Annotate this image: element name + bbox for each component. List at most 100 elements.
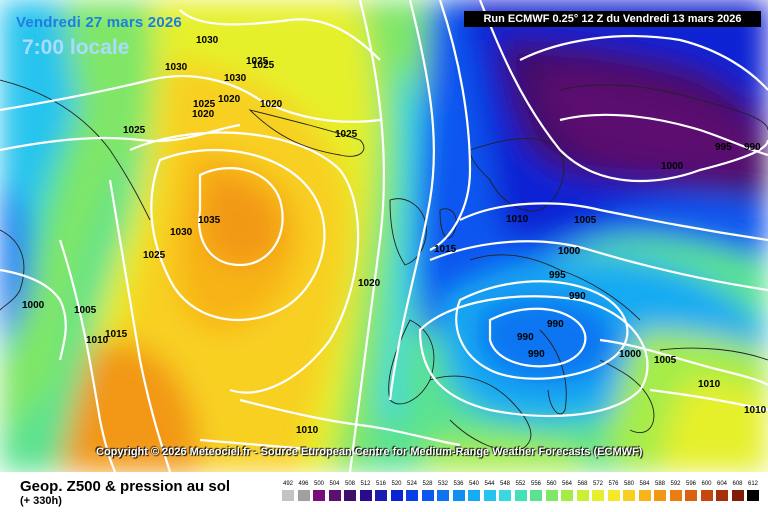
isobar-label: 1025 (252, 60, 275, 71)
isobar-label: 1010 (698, 379, 721, 390)
isobar-label: 1030 (165, 62, 188, 73)
legend-value: 560 (546, 481, 557, 487)
legend-value: 572 (592, 481, 603, 487)
isobar-label: 990 (744, 142, 761, 153)
legend-value: 524 (406, 481, 417, 487)
legend-swatch (328, 490, 341, 501)
isobar-label: 990 (528, 349, 545, 360)
legend-value: 568 (577, 481, 588, 487)
isobar-label: 1030 (196, 35, 219, 46)
isobar-label: 1025 (335, 129, 358, 140)
legend-value: 500 (313, 481, 324, 487)
legend-value: 552 (515, 481, 526, 487)
legend-value: 496 (298, 481, 309, 487)
isobar-label: 990 (517, 332, 534, 343)
legend-value: 588 (654, 481, 665, 487)
legend-value: 504 (329, 481, 340, 487)
weather-map: 1030 1030 1025 1030 1025 1020 1020 1025 1020 1025… (0, 0, 768, 472)
legend-swatch (421, 490, 434, 501)
valid-date: Vendredi 27 mars 2026 (16, 14, 182, 31)
legend-swatch (452, 490, 465, 501)
legend-swatch (390, 490, 403, 501)
legend-swatch (685, 490, 697, 501)
legend-swatch (716, 490, 728, 501)
isobar-label: 995 (715, 142, 732, 153)
legend-swatch (313, 490, 325, 501)
legend-swatch (545, 490, 558, 501)
legend-swatch (638, 490, 651, 501)
isobar-label: 1010 (506, 214, 529, 225)
legend-value: 608 (732, 481, 743, 487)
legend-value: 536 (453, 481, 464, 487)
isobar-label: 1000 (619, 349, 642, 360)
isobar-label: 1000 (558, 246, 581, 257)
isobar-label: 1030 (224, 73, 247, 84)
legend-swatch (514, 490, 527, 501)
legend-value: 576 (608, 481, 619, 487)
isobar-label: 1020 (260, 99, 283, 110)
legend-value: 592 (670, 481, 681, 487)
legend-swatch (592, 490, 604, 501)
isobar-label: 1025 (123, 125, 146, 136)
isobar-label: 1025 (143, 250, 166, 261)
coastlines (0, 79, 768, 452)
legend-value: 512 (360, 481, 371, 487)
legend-value: 604 (716, 481, 727, 487)
legend-swatch (623, 490, 635, 501)
run-info-banner: Run ECMWF 0.25° 12 Z du Vendredi 13 mars… (464, 11, 761, 27)
legend-swatch (344, 490, 356, 501)
isobar-label: 1025 (246, 56, 269, 67)
legend-value: 556 (530, 481, 541, 487)
legend-value: 528 (422, 481, 433, 487)
legend-swatch (499, 490, 511, 501)
geopotential-fill (0, 0, 768, 472)
legend-swatch (359, 490, 372, 501)
legend-swatch (561, 490, 573, 501)
isobar-label: 990 (547, 319, 564, 330)
isobar-label: 990 (569, 291, 586, 302)
legend-swatch (607, 490, 620, 501)
legend-swatch (406, 490, 418, 501)
isobar-label: 1020 (192, 109, 215, 120)
isobar-label: 1005 (74, 305, 97, 316)
legend-value: 548 (499, 481, 510, 487)
isobar-label: 1030 (170, 227, 193, 238)
legend-swatch (483, 490, 496, 501)
legend-swatch (282, 490, 294, 501)
legend-value: 600 (701, 481, 712, 487)
footer-bar: Geop. Z500 & pression au sol (+ 330h) 49… (0, 472, 768, 512)
legend-swatch (747, 490, 759, 501)
isobar-label: 1015 (105, 329, 128, 340)
isobar-label: 1010 (86, 335, 109, 346)
legend-swatch (530, 490, 542, 501)
legend-swatch (468, 490, 480, 501)
legend-swatch (576, 490, 589, 501)
product-title: Geop. Z500 & pression au sol (20, 478, 231, 495)
isobar-label: 1035 (198, 215, 221, 226)
isobar-label: 1025 (193, 99, 216, 110)
isobar-label: 1000 (22, 300, 45, 311)
isobar-label: 1015 (434, 244, 457, 255)
legend-value: 532 (437, 481, 448, 487)
legend-swatch (297, 490, 310, 501)
isobar-label: 995 (549, 270, 566, 281)
copyright-notice: Copyright © 2026 Meteociel.fr - Source E… (96, 446, 643, 458)
legend-value: 540 (468, 481, 479, 487)
valid-time: 7:00 locale (22, 36, 130, 59)
legend-swatch (669, 490, 682, 501)
legend-value: 580 (623, 481, 634, 487)
isobar-label: 1000 (661, 161, 684, 172)
legend-value: 520 (391, 481, 402, 487)
legend-value: 596 (685, 481, 696, 487)
legend-value: 492 (282, 481, 293, 487)
legend-value: 544 (484, 481, 495, 487)
legend-swatch (700, 490, 713, 501)
isobars (0, 0, 768, 472)
legend-value: 612 (747, 481, 758, 487)
isobar-label: 1010 (744, 405, 767, 416)
legend-value: 508 (344, 481, 355, 487)
legend-swatch (654, 490, 666, 501)
legend-value: 584 (639, 481, 650, 487)
